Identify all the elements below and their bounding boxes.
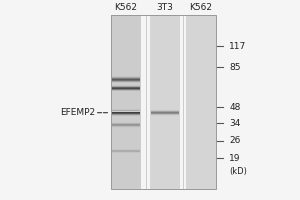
Text: 34: 34 [229,119,241,128]
Bar [112,109,140,110]
Bar [112,76,140,77]
Bar [112,115,140,116]
Bar [112,89,140,90]
Bar [112,86,140,87]
Bar [112,80,140,81]
Bar [112,87,140,88]
Text: 48: 48 [229,103,241,112]
Bar [111,15,141,189]
Bar [112,82,140,83]
Bar [151,111,179,112]
Text: EFEMP2: EFEMP2 [60,108,95,117]
Bar [112,81,140,82]
Text: 117: 117 [229,42,246,51]
Bar [112,113,140,114]
Text: 26: 26 [229,136,241,145]
Bar [112,112,140,113]
Bar [186,15,216,189]
Bar [112,90,140,91]
Bar [151,112,179,113]
Bar [151,115,179,116]
Bar [112,77,140,78]
Bar [112,88,140,89]
Bar [112,79,140,80]
Text: 3T3: 3T3 [157,3,173,12]
Bar [112,114,140,115]
Bar [112,78,140,79]
Text: (kD): (kD) [229,167,247,176]
Bar [151,110,179,111]
Text: K562: K562 [115,3,138,12]
Text: 85: 85 [229,63,241,72]
Text: K562: K562 [189,3,212,12]
Bar [151,113,179,114]
Bar [111,15,216,189]
Bar [150,15,180,189]
Bar [151,114,179,115]
Bar [112,85,140,86]
Bar [112,110,140,111]
Text: 19: 19 [229,154,241,163]
